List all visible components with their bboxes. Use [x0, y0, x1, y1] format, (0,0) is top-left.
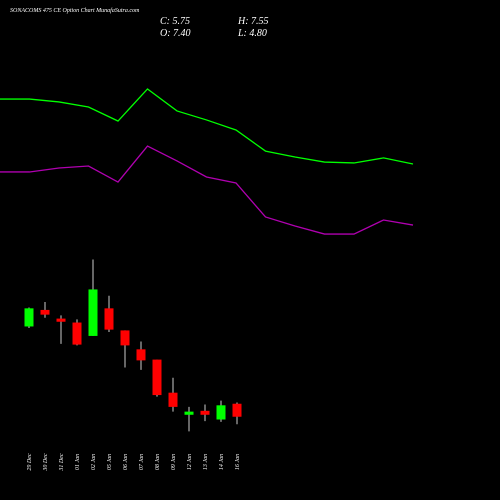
x-tick-label: 05 Jan — [107, 454, 113, 470]
line-series — [0, 145, 414, 235]
ohlc-label: O: 7.40 — [160, 28, 191, 39]
candle-body — [184, 411, 194, 415]
candle-body — [104, 308, 114, 330]
x-tick-label: 16 Jan — [235, 454, 241, 470]
candle-body — [88, 289, 98, 336]
candle-body — [24, 308, 34, 327]
x-tick-label: 31 Dec — [59, 453, 65, 471]
candle-body — [152, 359, 162, 396]
x-tick-label: 30 Dec — [43, 453, 49, 471]
candle-body — [216, 405, 226, 420]
x-tick-label: 13 Jan — [203, 454, 209, 470]
x-tick-label: 02 Jan — [91, 454, 97, 470]
ohlc-label: L: 4.80 — [237, 28, 267, 39]
candle-body — [200, 410, 210, 415]
x-tick-label: 06 Jan — [123, 454, 129, 470]
x-tick-label: 29 Dec — [27, 453, 33, 470]
candle-body — [136, 349, 146, 361]
candle-body — [40, 309, 50, 315]
x-tick-label: 07 Jan — [139, 454, 145, 470]
x-tick-label: 08 Jan — [155, 454, 161, 470]
chart-title: SONACOMS 475 CE Option Chart MunafaSutra… — [10, 7, 140, 14]
ohlc-label: C: 5.75 — [160, 16, 190, 27]
x-tick-label: 01 Jan — [75, 454, 81, 470]
line-series — [0, 88, 414, 165]
ohlc-label: H: 7.55 — [237, 16, 269, 27]
candle-body — [232, 403, 242, 417]
candle-body — [72, 322, 82, 345]
candle-body — [56, 318, 66, 322]
candle-body — [120, 330, 130, 346]
candle-body — [168, 392, 178, 407]
x-tick-label: 09 Jan — [171, 454, 177, 470]
x-tick-label: 12 Jan — [187, 454, 193, 470]
x-tick-label: 14 Jan — [218, 454, 225, 470]
